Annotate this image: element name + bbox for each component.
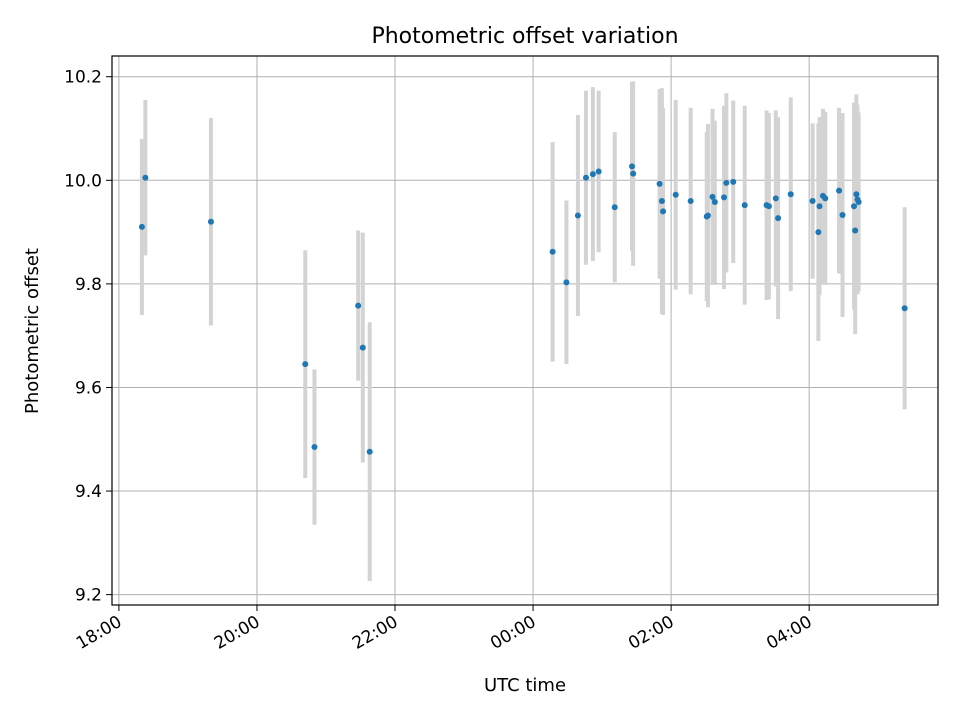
data-point — [809, 198, 816, 205]
x-axis-title: UTC time — [484, 675, 566, 696]
y-tick-label: 9.2 — [75, 586, 102, 606]
data-point — [658, 198, 665, 205]
data-point — [855, 199, 862, 206]
data-point — [816, 203, 823, 210]
data-point — [138, 223, 145, 230]
data-point — [704, 212, 711, 219]
data-point — [302, 361, 309, 368]
data-point — [901, 305, 908, 312]
data-point — [741, 202, 748, 209]
y-tick-label: 10.2 — [64, 68, 102, 88]
data-point — [549, 248, 556, 255]
plot-frame — [111, 55, 939, 606]
data-point — [687, 198, 694, 205]
data-point — [574, 212, 581, 219]
data-point — [851, 203, 858, 210]
data-point — [853, 191, 860, 198]
data-point — [582, 174, 589, 181]
data-point — [839, 212, 846, 219]
data-point — [772, 195, 779, 202]
data-point — [822, 195, 829, 202]
grid-lines — [112, 56, 938, 605]
data-point — [852, 227, 859, 234]
data-point — [660, 208, 667, 215]
y-tick-label: 9.4 — [75, 482, 102, 502]
data-points — [138, 163, 908, 455]
data-point — [787, 191, 794, 198]
data-point — [815, 229, 822, 236]
data-point — [709, 193, 716, 200]
y-tick-label: 10.0 — [64, 171, 102, 191]
data-point — [775, 215, 782, 222]
data-point — [359, 344, 366, 351]
data-point — [366, 448, 373, 455]
data-point — [563, 279, 570, 286]
data-point — [311, 444, 318, 451]
data-point — [630, 170, 637, 177]
data-point — [765, 203, 772, 210]
data-point — [656, 180, 663, 187]
data-point — [207, 218, 214, 225]
data-point — [721, 194, 728, 201]
chart-title: Photometric offset variation — [371, 24, 678, 49]
data-point — [723, 179, 730, 186]
data-point — [711, 199, 718, 206]
data-point — [672, 191, 679, 198]
y-tick-label: 9.8 — [75, 275, 102, 295]
data-point — [595, 168, 602, 175]
data-point — [611, 204, 618, 211]
data-point — [730, 178, 737, 185]
data-point — [355, 302, 362, 309]
y-tick-label: 9.6 — [75, 378, 102, 398]
y-axis-title: Photometric offset — [22, 248, 43, 414]
data-point — [628, 163, 635, 170]
data-point — [836, 187, 843, 194]
data-point — [589, 171, 596, 178]
data-point — [142, 174, 149, 181]
